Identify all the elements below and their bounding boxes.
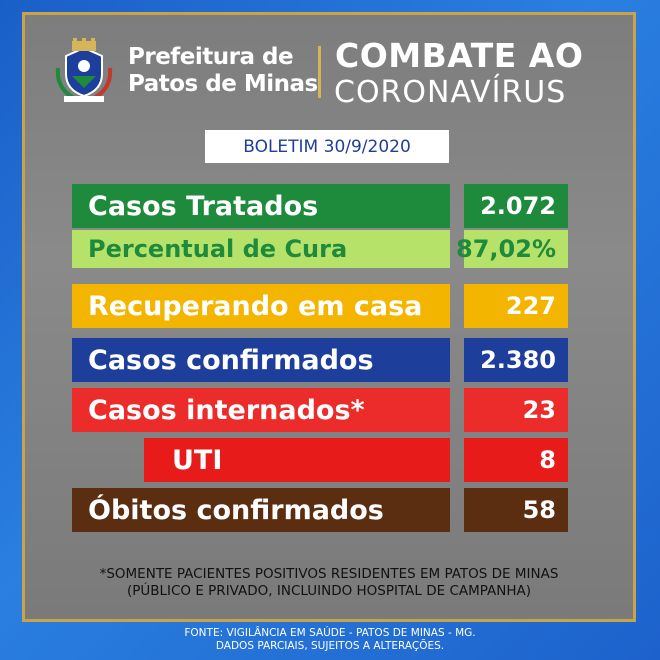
casos-confirmados-value: 2.380 [464,338,568,382]
row-obitos-confirmados: Óbitos confirmados 58 [72,488,568,532]
prefeitura-line1: Prefeitura de [128,44,294,70]
uti-value: 8 [464,438,568,482]
footnote: *SOMENTE PACIENTES POSITIVOS RESIDENTES … [40,566,618,600]
boletim-date-badge: BOLETIM 30/9/2020 [205,130,449,163]
source-line2: DADOS PARCIAIS, SUJEITOS A ALTERAÇÕES. [215,640,445,652]
coronavirus-title: CORONAVÍRUS [334,75,567,110]
row-uti: UTI 8 [72,438,568,482]
uti-label: UTI [144,438,450,482]
source-credit: FONTE: VIGILÂNCIA EM SAÚDE - PATOS DE MI… [0,627,660,653]
casos-confirmados-label: Casos confirmados [72,338,450,382]
casos-tratados-value: 2.072 [464,184,568,228]
obitos-confirmados-label: Óbitos confirmados [72,488,450,532]
recuperando-em-casa-label: Recuperando em casa [72,284,450,328]
obitos-confirmados-value: 58 [464,488,568,532]
row-casos-confirmados: Casos confirmados 2.380 [72,338,568,382]
casos-internados-label: Casos internados* [72,388,450,432]
header: Prefeitura de Patos de Minas COMBATE AO … [30,20,610,110]
recuperando-em-casa-value: 227 [464,284,568,328]
percentual-cura-label: Percentual de Cura [72,230,450,268]
row-recuperando-em-casa: Recuperando em casa 227 [72,284,568,328]
footnote-line1: *SOMENTE PACIENTES POSITIVOS RESIDENTES … [99,566,559,582]
header-divider [318,46,321,98]
prefeitura-title: Prefeitura de Patos de Minas [128,44,318,98]
prefeitura-line2: Patos de Minas [128,71,318,97]
coat-of-arms-icon [54,38,114,104]
percentual-cura-value: 87,02% [456,230,568,268]
row-casos-internados: Casos internados* 23 [72,388,568,432]
casos-tratados-label: Casos Tratados [72,184,450,228]
combate-title: COMBATE AO [335,36,584,75]
source-line1: FONTE: VIGILÂNCIA EM SAÚDE - PATOS DE MI… [184,627,476,639]
footnote-line2: (PÚBLICO E PRIVADO, INCLUINDO HOSPITAL D… [126,583,532,599]
row-casos-tratados: Casos Tratados 2.072 [72,184,568,228]
row-percentual-cura: Percentual de Cura 87,02% [72,230,568,268]
casos-internados-value: 23 [464,388,568,432]
